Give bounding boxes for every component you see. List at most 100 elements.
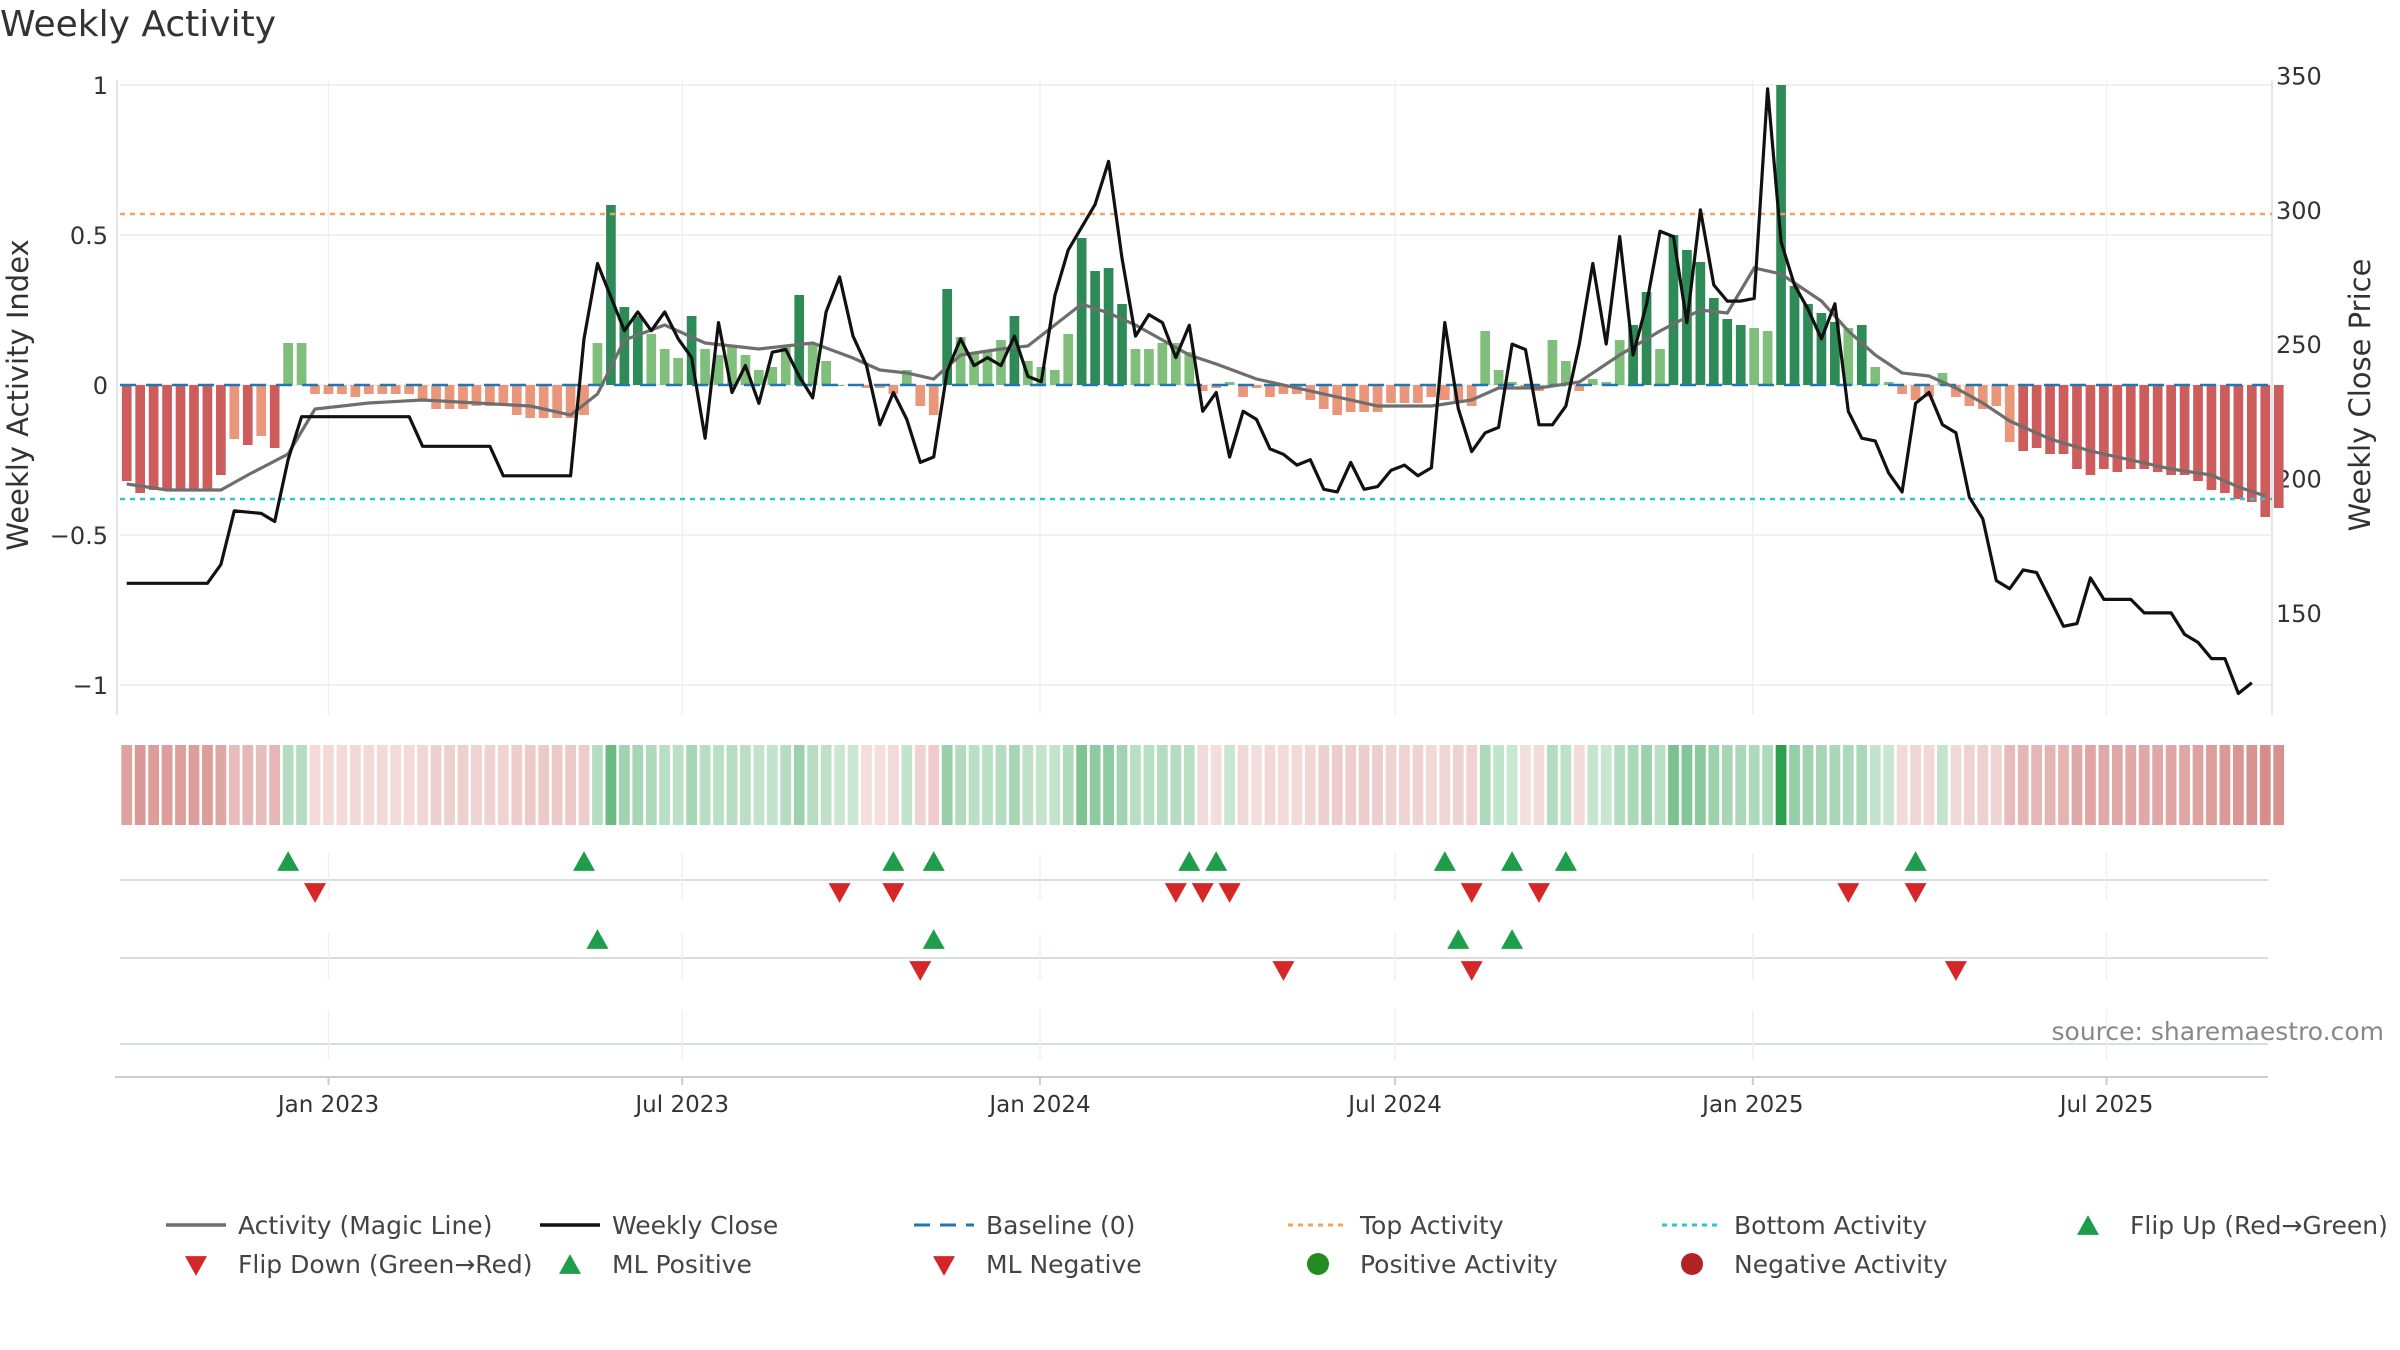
activity-bar bbox=[296, 343, 307, 385]
flip-down-marker bbox=[882, 883, 905, 903]
activity-bar bbox=[1735, 325, 1746, 385]
heat-strip-cell bbox=[1910, 745, 1921, 825]
heat-strip-cell bbox=[592, 745, 603, 825]
heat-strip-cell bbox=[1130, 745, 1141, 825]
legend-label: Positive Activity bbox=[1360, 1250, 1558, 1279]
activity-bar bbox=[646, 334, 657, 385]
activity-bar bbox=[1856, 325, 1867, 385]
activity-bar bbox=[2166, 385, 2176, 475]
heat-strip-cell bbox=[1425, 745, 1437, 825]
legend-swatch-up-triangle bbox=[2077, 1215, 2099, 1235]
heat-strip-cell bbox=[645, 745, 657, 825]
heat-strip-cell bbox=[1009, 745, 1020, 825]
activity-bar bbox=[1332, 385, 1343, 415]
y-tick-label-right: 200 bbox=[2276, 466, 2322, 494]
y-tick-label-right: 250 bbox=[2276, 331, 2322, 359]
ml-positive-marker bbox=[1501, 929, 1524, 949]
activity-bar bbox=[189, 385, 199, 490]
heat-strip-cell bbox=[1399, 745, 1410, 825]
heat-strip-cell bbox=[1802, 745, 1814, 825]
legend-label: Negative Activity bbox=[1734, 1250, 1948, 1279]
heat-strip-cell bbox=[1304, 745, 1316, 825]
heat-strip-cell bbox=[672, 745, 684, 825]
legend-label: Activity (Magic Line) bbox=[238, 1211, 492, 1240]
heat-strip-cell bbox=[1439, 745, 1451, 825]
activity-bar bbox=[310, 385, 320, 394]
heat-strip-cell bbox=[1345, 745, 1357, 825]
heat-strip-cell bbox=[901, 745, 913, 825]
flip-down-marker bbox=[1460, 883, 1483, 903]
heat-strip-cell bbox=[1331, 745, 1343, 825]
activity-bar bbox=[2152, 385, 2163, 472]
activity-bar bbox=[444, 385, 455, 409]
heat-strip-cell bbox=[1358, 745, 1370, 825]
activity-bar bbox=[1601, 382, 1612, 385]
chart-title: Weekly Activity bbox=[0, 4, 277, 45]
activity-bar bbox=[1587, 379, 1598, 385]
activity-bar bbox=[525, 385, 536, 418]
activity-bar bbox=[431, 385, 441, 409]
legend-label: Flip Up (Red→Green) bbox=[2130, 1211, 2388, 1240]
heat-strip-cell bbox=[619, 745, 630, 825]
activity-bar bbox=[834, 385, 845, 386]
activity-bar bbox=[2125, 385, 2136, 469]
heat-strip-cell bbox=[686, 745, 698, 825]
heat-strip-cell bbox=[255, 745, 267, 825]
heat-strip-cell bbox=[1560, 745, 1572, 825]
y-tick-label-left: 1 bbox=[93, 72, 108, 100]
flip-up-marker bbox=[922, 851, 945, 871]
activity-bar bbox=[875, 385, 885, 388]
heat-strip-cell bbox=[2259, 745, 2271, 825]
activity-bar bbox=[404, 385, 415, 394]
heat-strip-cell bbox=[1762, 745, 1773, 825]
activity-bar bbox=[794, 295, 805, 385]
y-axis-label-left: Weekly Activity Index bbox=[1, 239, 35, 550]
activity-bar bbox=[1413, 385, 1423, 403]
activity-bar bbox=[390, 385, 401, 394]
activity-bar bbox=[1493, 370, 1504, 385]
activity-bar bbox=[1049, 370, 1060, 385]
heat-strip-cell bbox=[350, 745, 361, 825]
legend-swatch-up-triangle bbox=[559, 1254, 581, 1274]
y-tick-label-right: 350 bbox=[2276, 62, 2322, 90]
heat-strip-cell bbox=[1237, 745, 1249, 825]
heat-strip-cell bbox=[1573, 745, 1585, 825]
activity-bar bbox=[1144, 349, 1154, 385]
activity-bar bbox=[1372, 385, 1383, 412]
heat-strip-cell bbox=[2004, 745, 2016, 825]
flip-up-marker bbox=[573, 851, 596, 871]
heat-strip-cell bbox=[336, 745, 348, 825]
activity-bar bbox=[1614, 340, 1625, 385]
heat-strip-cell bbox=[1183, 745, 1195, 825]
heat-strip-cell bbox=[497, 745, 509, 825]
activity-bar bbox=[1386, 385, 1396, 403]
activity-bar bbox=[1251, 385, 1262, 388]
heat-strip-cell bbox=[1627, 745, 1639, 825]
heat-strip-cell bbox=[1923, 745, 1935, 825]
activity-bar bbox=[2260, 385, 2271, 517]
activity-bar bbox=[565, 385, 576, 418]
heat-strip-cell bbox=[1990, 745, 2002, 825]
heat-strip-cell bbox=[148, 745, 160, 825]
source-credit: source: sharemaestro.com bbox=[2051, 1017, 2385, 1046]
activity-bar bbox=[1816, 313, 1827, 385]
activity-bar bbox=[1507, 382, 1517, 385]
heat-strip-cell bbox=[296, 745, 307, 825]
y-tick-label-left: 0.5 bbox=[70, 222, 108, 250]
heat-strip-cell bbox=[282, 745, 294, 825]
heat-strip-cell bbox=[1856, 745, 1868, 825]
heat-strip-cell bbox=[1937, 745, 1948, 825]
activity-bar bbox=[1170, 343, 1181, 385]
heat-strip-cell bbox=[269, 745, 281, 825]
heat-strip-cell bbox=[1816, 745, 1827, 825]
heat-strip-cell bbox=[538, 745, 550, 825]
heat-strip-cell bbox=[2031, 745, 2042, 825]
heat-strip-cell bbox=[1156, 745, 1168, 825]
activity-bar bbox=[901, 370, 912, 385]
heat-strip-cell bbox=[363, 745, 375, 825]
heat-strip-cell bbox=[457, 745, 469, 825]
activity-bar bbox=[632, 316, 643, 385]
flip-up-marker bbox=[1178, 851, 1201, 871]
activity-bar bbox=[1238, 385, 1248, 397]
